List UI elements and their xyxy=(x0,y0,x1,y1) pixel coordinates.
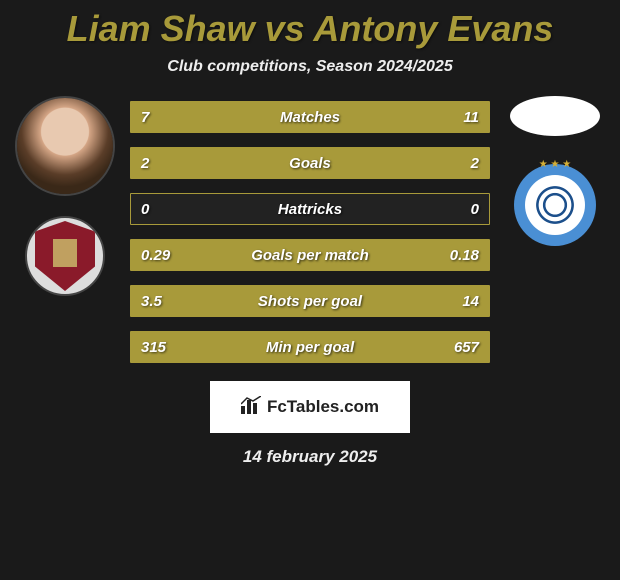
stat-value-left: 3.5 xyxy=(141,293,162,310)
stat-label: Hattricks xyxy=(278,201,342,218)
stat-row: 2 Goals 2 xyxy=(130,147,490,179)
stat-value-left: 315 xyxy=(141,339,166,356)
stat-fill-left xyxy=(131,148,310,178)
stat-bars: 7 Matches 11 2 Goals 2 0 Hattricks 0 0.29 Goals pe… xyxy=(120,96,500,363)
stat-value-right: 2 xyxy=(471,155,479,172)
stat-fill-left xyxy=(131,102,270,132)
stat-row: 315 Min per goal 657 xyxy=(130,331,490,363)
stat-label: Matches xyxy=(280,109,340,126)
shield-icon xyxy=(35,221,95,291)
stat-row: 0.29 Goals per match 0.18 xyxy=(130,239,490,271)
stat-row: 3.5 Shots per goal 14 xyxy=(130,285,490,317)
stat-label: Goals per match xyxy=(251,247,369,264)
page-title: Liam Shaw vs Antony Evans xyxy=(0,8,620,50)
bar-chart-icon xyxy=(241,396,261,419)
player-left-avatar xyxy=(15,96,115,196)
player-left-club-badge xyxy=(25,216,105,296)
watermark: FcTables.com xyxy=(210,381,410,433)
stat-value-right: 14 xyxy=(462,293,479,310)
stat-value-right: 0.18 xyxy=(450,247,479,264)
stat-value-right: 11 xyxy=(463,109,479,126)
stat-label: Shots per goal xyxy=(258,293,362,310)
stat-row: 7 Matches 11 xyxy=(130,101,490,133)
subtitle: Club competitions, Season 2024/2025 xyxy=(0,58,620,76)
stat-value-left: 0.29 xyxy=(141,247,170,264)
stat-value-left: 2 xyxy=(141,155,149,172)
comparison-body: 7 Matches 11 2 Goals 2 0 Hattricks 0 0.29 Goals pe… xyxy=(0,96,620,363)
player-left-column xyxy=(10,96,120,296)
stat-row: 0 Hattricks 0 xyxy=(130,193,490,225)
stat-value-right: 657 xyxy=(454,339,479,356)
date-text: 14 february 2025 xyxy=(0,447,620,467)
face-icon xyxy=(17,98,113,194)
stat-label: Min per goal xyxy=(266,339,354,356)
player-right-club-badge xyxy=(514,164,596,246)
stat-fill-right xyxy=(310,148,489,178)
watermark-text: FcTables.com xyxy=(267,397,379,417)
stat-value-left: 7 xyxy=(141,109,149,126)
player-right-avatar xyxy=(510,96,600,136)
stat-value-right: 0 xyxy=(471,201,479,218)
stat-label: Goals xyxy=(289,155,331,172)
stat-value-left: 0 xyxy=(141,201,149,218)
player-right-column xyxy=(500,96,610,246)
comparison-card: Liam Shaw vs Antony Evans Club competiti… xyxy=(0,0,620,475)
club-icon xyxy=(525,175,585,235)
